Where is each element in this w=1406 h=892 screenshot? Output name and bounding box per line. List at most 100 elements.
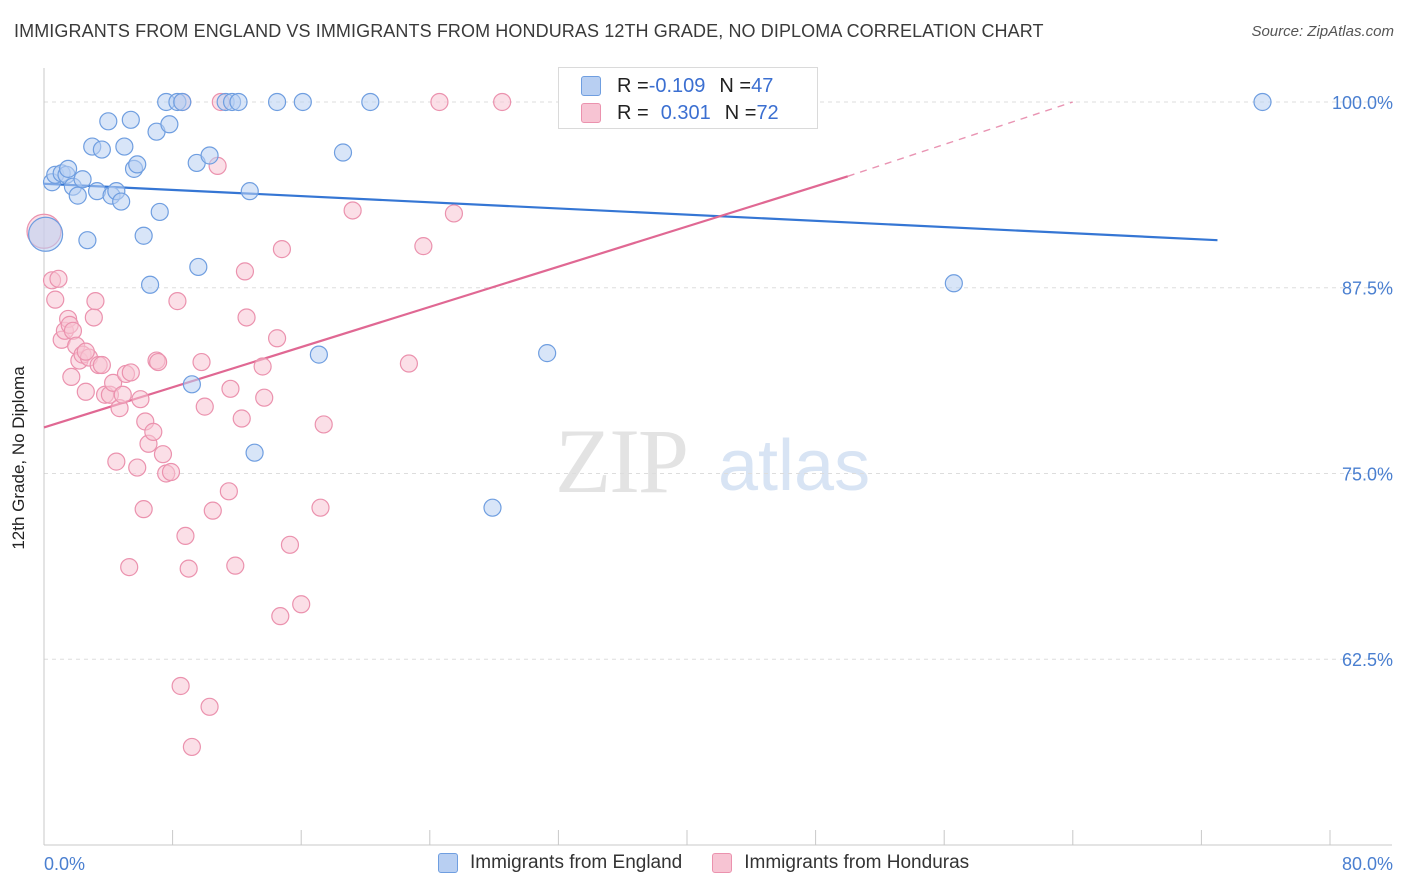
honduras-point xyxy=(192,352,211,372)
trend-lines xyxy=(43,101,1218,429)
honduras-point xyxy=(444,204,464,223)
honduras-point xyxy=(168,292,187,311)
england-point xyxy=(78,231,97,250)
honduras-point xyxy=(272,240,292,259)
y-tick-label: 75.0% xyxy=(1342,464,1393,484)
honduras-point xyxy=(76,382,95,401)
england-point xyxy=(128,155,147,174)
honduras-point xyxy=(107,452,126,471)
england-point xyxy=(134,226,153,245)
england-point xyxy=(112,192,131,211)
legend-r-value: 0.301 xyxy=(660,101,711,124)
legend-n-value: 47 xyxy=(751,74,774,97)
honduras-point xyxy=(171,676,190,696)
england-point xyxy=(333,143,353,162)
honduras-point xyxy=(292,595,311,614)
y-tick-label: 62.5% xyxy=(1342,650,1393,670)
honduras-point xyxy=(235,262,255,281)
x-tick-label: 80.0% xyxy=(1342,854,1393,874)
england-swatch xyxy=(438,853,458,873)
england-point xyxy=(361,92,380,112)
england-point xyxy=(150,202,169,222)
legend-n-label: N = xyxy=(724,101,757,124)
honduras-point xyxy=(314,415,333,434)
honduras-point xyxy=(161,462,181,482)
legend-row-honduras: R = 0.301 N = 72 xyxy=(581,101,779,125)
england-point xyxy=(267,92,287,112)
y-tick-label: 100.0% xyxy=(1332,93,1393,113)
x-tick-label: 0.0% xyxy=(44,854,85,874)
honduras-point xyxy=(144,422,163,441)
honduras-point xyxy=(255,388,274,407)
legend-n-label: N = xyxy=(719,74,752,97)
honduras-point xyxy=(179,559,198,578)
england-point xyxy=(92,140,111,159)
honduras-point xyxy=(134,500,153,519)
england-point xyxy=(240,182,259,201)
legend-england-label: Immigrants from England xyxy=(470,852,683,873)
england-point xyxy=(293,92,312,112)
honduras-point xyxy=(232,409,251,428)
england-point xyxy=(173,92,192,112)
data-points xyxy=(26,92,1272,757)
england-point xyxy=(28,216,64,252)
honduras-point xyxy=(128,458,147,477)
legend-item-honduras: Immigrants from Honduras xyxy=(712,852,969,874)
honduras-point xyxy=(49,269,68,288)
honduras-point xyxy=(219,482,238,501)
legend-honduras-label: Immigrants from Honduras xyxy=(744,852,970,873)
honduras-point xyxy=(280,535,300,554)
honduras-point xyxy=(200,697,219,716)
england-point xyxy=(538,344,557,363)
honduras-point xyxy=(195,397,214,416)
honduras-point xyxy=(267,329,287,348)
honduras-point xyxy=(153,445,173,464)
england-point xyxy=(309,345,328,364)
tick-labels: 62.5% 75.0% 87.5% 100.0% 0.0% 80.0% xyxy=(44,93,1393,874)
honduras-point xyxy=(226,556,245,575)
honduras-point xyxy=(237,308,256,327)
honduras-trend-extension xyxy=(847,101,1074,177)
honduras-point xyxy=(176,526,195,546)
legend-r-label: R = xyxy=(617,74,649,97)
honduras-point xyxy=(113,385,132,404)
england-point xyxy=(73,170,92,189)
honduras-point xyxy=(84,308,103,327)
honduras-point xyxy=(120,558,139,577)
england-point xyxy=(245,443,264,462)
source-credit: Source: ZipAtlas.com xyxy=(1251,23,1394,40)
england-swatch xyxy=(581,76,601,96)
england-point xyxy=(115,137,134,156)
england-point xyxy=(200,146,219,165)
honduras-point xyxy=(62,367,81,387)
honduras-point xyxy=(221,379,240,398)
honduras-swatch xyxy=(581,103,601,123)
honduras-point xyxy=(399,354,419,373)
honduras-point xyxy=(493,92,512,112)
honduras-point xyxy=(414,237,433,256)
england-point xyxy=(229,92,248,112)
honduras-point xyxy=(104,373,123,392)
legend-r-value: -0.109 xyxy=(648,74,706,97)
honduras-point xyxy=(182,737,201,757)
chart-title: IMMIGRANTS FROM ENGLAND VS IMMIGRANTS FR… xyxy=(14,21,1044,41)
honduras-point xyxy=(76,342,95,361)
correlation-legend: R = -0.109 N = 47 R = 0.301 N = 72 xyxy=(558,67,818,129)
series-legend: Immigrants from England Immigrants from … xyxy=(438,852,999,874)
legend-r-label: R = xyxy=(617,101,649,124)
watermark-atlas: atlas xyxy=(718,426,870,506)
england-point xyxy=(99,112,118,131)
england-point xyxy=(1253,92,1272,112)
watermark: ZIP atlas xyxy=(555,410,870,512)
legend-row-england: R = -0.109 N = 47 xyxy=(581,74,773,98)
honduras-point xyxy=(86,292,105,311)
england-point xyxy=(140,275,160,294)
legend-n-value: 72 xyxy=(756,101,779,124)
england-point xyxy=(189,257,208,277)
honduras-point xyxy=(63,321,83,340)
england-point xyxy=(121,110,140,129)
honduras-point xyxy=(271,607,290,626)
honduras-point xyxy=(46,290,65,309)
england-point xyxy=(59,159,78,178)
